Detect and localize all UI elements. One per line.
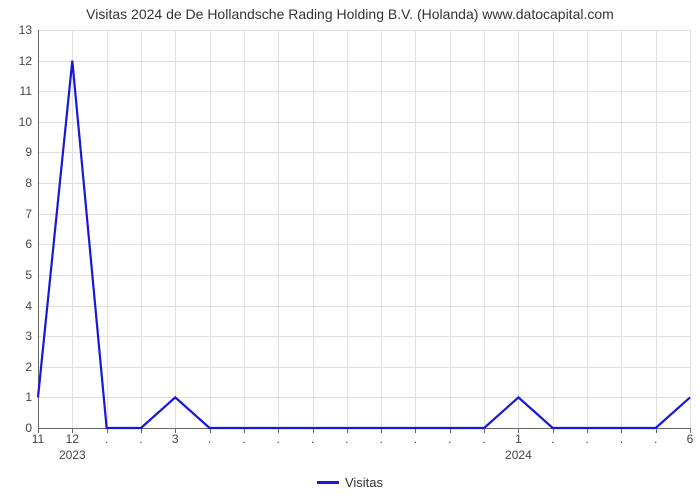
xtick-label: . — [620, 432, 623, 446]
ytick-label: 7 — [25, 207, 32, 221]
ytick-label: 5 — [25, 268, 32, 282]
xtick-label: . — [654, 432, 657, 446]
xtick-label: . — [482, 432, 485, 446]
xtick-label: . — [551, 432, 554, 446]
xtick-label: 12 — [66, 432, 79, 446]
xtick-sublabel: 2024 — [505, 448, 532, 462]
xtick-label: . — [585, 432, 588, 446]
legend: Visitas — [317, 475, 383, 490]
ytick-label: 4 — [25, 299, 32, 313]
ytick-label: 11 — [20, 84, 32, 98]
xtick-sublabel: 2023 — [59, 448, 86, 462]
ytick-label: 13 — [19, 23, 32, 37]
xtick-label: . — [414, 432, 417, 446]
legend-label: Visitas — [345, 475, 383, 490]
xtick-label: . — [105, 432, 108, 446]
xtick-label: . — [208, 432, 211, 446]
ytick-label: 2 — [25, 360, 32, 374]
xtick-label: 1 — [515, 432, 522, 446]
ytick-label: 12 — [19, 54, 32, 68]
ytick-label: 6 — [25, 237, 32, 251]
xtick-label: . — [345, 432, 348, 446]
xtick-label: 11 — [32, 432, 44, 446]
xtick-label: . — [448, 432, 451, 446]
ytick-label: 8 — [25, 176, 32, 190]
chart-title: Visitas 2024 de De Hollandsche Rading Ho… — [0, 0, 700, 22]
xtick-label: . — [379, 432, 382, 446]
plot-area: 0123456789101112131112..3.........1....6… — [38, 30, 690, 428]
gridline-v — [690, 30, 691, 428]
ytick-label: 1 — [25, 390, 32, 404]
ytick-label: 3 — [25, 329, 32, 343]
xtick-label: . — [311, 432, 314, 446]
xtick-label: . — [277, 432, 280, 446]
xtick-label: 6 — [687, 432, 694, 446]
ytick-label: 10 — [19, 115, 32, 129]
xtick-label: . — [139, 432, 142, 446]
xtick-label: . — [242, 432, 245, 446]
legend-swatch — [317, 481, 339, 484]
chart-container: Visitas 2024 de De Hollandsche Rading Ho… — [0, 0, 700, 500]
xtick-label: 3 — [172, 432, 179, 446]
ytick-label: 9 — [25, 145, 32, 159]
series-line — [38, 30, 690, 428]
